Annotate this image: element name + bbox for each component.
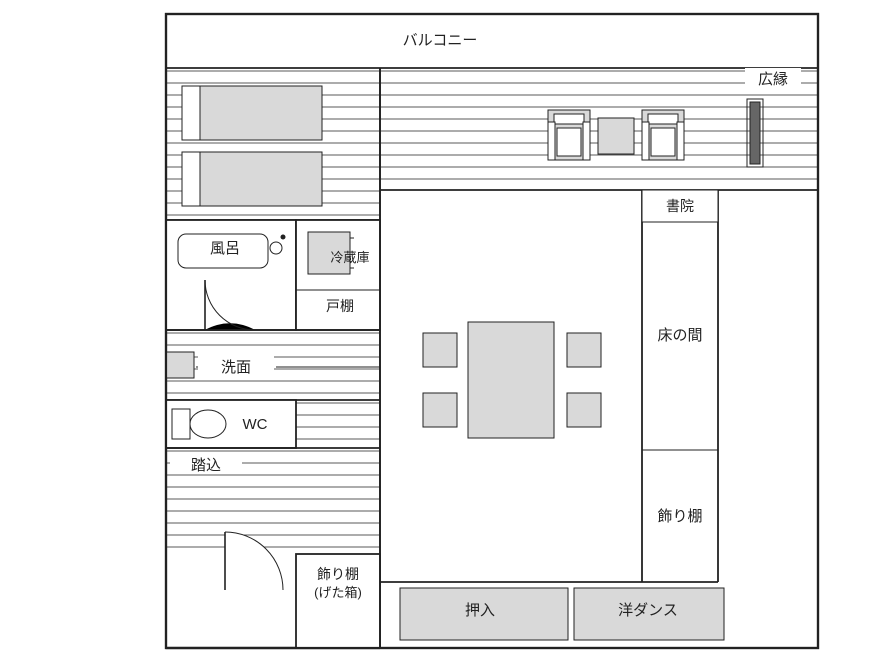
label-tokonoma: 床の間 (657, 327, 702, 344)
label-getabako: (げた箱) (314, 585, 362, 600)
side-table (598, 118, 634, 154)
bed (182, 86, 322, 140)
label-wc: WC (243, 416, 268, 433)
low-table (468, 322, 554, 438)
label-kazaridana: 飾り棚 (657, 508, 702, 525)
label-youdansu: 洋ダンス (618, 602, 678, 619)
label-entry: 踏込 (191, 457, 221, 474)
sink (166, 352, 194, 378)
pillow (182, 152, 200, 206)
label-fridge: 冷蔵庫 (330, 250, 369, 265)
armchair (548, 110, 590, 160)
label-shoin: 書院 (666, 198, 694, 214)
tv (750, 102, 760, 164)
wc-room (166, 400, 296, 448)
label-oshiire: 押入 (465, 602, 495, 619)
zabuton (567, 333, 601, 367)
zabuton (423, 393, 457, 427)
label-bath: 風呂 (210, 240, 240, 257)
label-kazaridana-entry: 飾り棚 (317, 566, 359, 582)
bed (182, 152, 322, 206)
armchair (642, 110, 684, 160)
floor-plan: バルコニー風呂冷蔵庫戸棚洗面 WC 踏込飾り棚 (げた箱) 広縁書院床の間飾り棚押入 洋ダ… (0, 0, 884, 664)
bath-room (166, 220, 296, 330)
zabuton (567, 393, 601, 427)
label-washroom: 洗面 (221, 359, 251, 376)
zabuton (423, 333, 457, 367)
label-hiroen: 広縁 (758, 71, 788, 88)
label-balcony: バルコニー (403, 32, 478, 49)
label-cupboard: 戸棚 (326, 298, 354, 314)
pillow (182, 86, 200, 140)
